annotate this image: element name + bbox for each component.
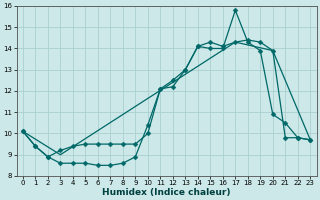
- X-axis label: Humidex (Indice chaleur): Humidex (Indice chaleur): [102, 188, 231, 197]
